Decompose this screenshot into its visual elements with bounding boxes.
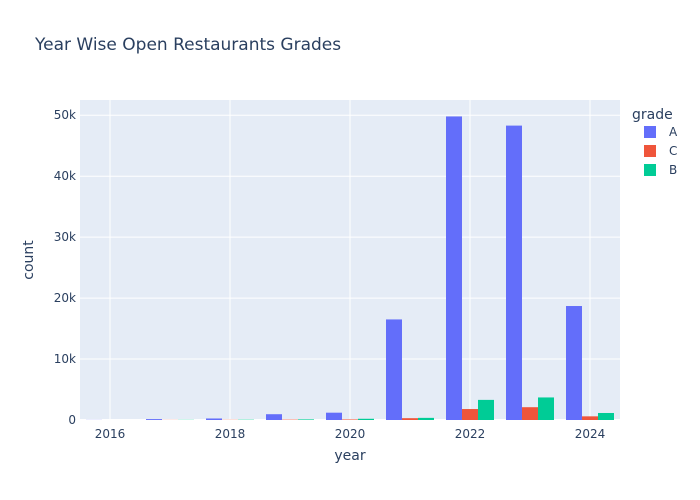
- y-axis-ticks: 0 10k 20k 30k 40k 50k: [54, 108, 76, 427]
- x-tick-label: 2022: [455, 427, 486, 441]
- bar-C-2023[interactable]: [522, 407, 538, 420]
- bar-A-2022[interactable]: [446, 116, 462, 420]
- x-axis-ticks: 2016 2018 2020 2022 2024: [95, 427, 606, 441]
- bar-B-2019[interactable]: [298, 419, 314, 420]
- legend-swatch-A[interactable]: [644, 126, 656, 138]
- bar-B-2022[interactable]: [478, 399, 494, 420]
- bar-A-2024[interactable]: [566, 306, 582, 420]
- bar-C-2021[interactable]: [402, 418, 418, 420]
- y-tick-label: 10k: [54, 352, 76, 366]
- legend-title: grade: [632, 107, 673, 123]
- bar-B-2021[interactable]: [418, 417, 434, 420]
- bar-A-2021[interactable]: [386, 319, 402, 420]
- bar-A-2020[interactable]: [326, 412, 342, 420]
- x-tick-label: 2024: [575, 427, 606, 441]
- y-tick-label: 0: [68, 413, 76, 427]
- legend-swatch-C[interactable]: [644, 145, 656, 157]
- bar-A-2019[interactable]: [266, 414, 282, 420]
- bar-A-2023[interactable]: [506, 125, 522, 420]
- y-tick-label: 50k: [54, 108, 76, 122]
- bar-A-2018[interactable]: [206, 418, 222, 420]
- legend-label-B[interactable]: B: [669, 163, 677, 177]
- x-tick-label: 2020: [335, 427, 366, 441]
- bar-C-2020[interactable]: [342, 419, 358, 420]
- bar-C-2024[interactable]: [582, 416, 598, 420]
- legend[interactable]: grade ACB: [632, 107, 678, 177]
- y-tick-label: 40k: [54, 169, 76, 183]
- bar-A-2017[interactable]: [146, 419, 162, 420]
- bar-C-2022[interactable]: [462, 409, 478, 420]
- bars: [86, 116, 614, 420]
- bar-B-2020[interactable]: [358, 418, 374, 420]
- x-axis-title: year: [334, 448, 365, 464]
- y-tick-label: 30k: [54, 230, 76, 244]
- x-tick-label: 2016: [95, 427, 126, 441]
- y-tick-label: 20k: [54, 291, 76, 305]
- chart-title: Year Wise Open Restaurants Grades: [34, 35, 341, 55]
- legend-label-C[interactable]: C: [669, 144, 677, 158]
- y-axis-title: count: [21, 240, 37, 280]
- bar-B-2023[interactable]: [538, 397, 554, 420]
- x-tick-label: 2018: [215, 427, 246, 441]
- legend-label-A[interactable]: A: [669, 125, 678, 139]
- legend-swatch-B[interactable]: [644, 164, 656, 176]
- bar-B-2024[interactable]: [598, 412, 614, 420]
